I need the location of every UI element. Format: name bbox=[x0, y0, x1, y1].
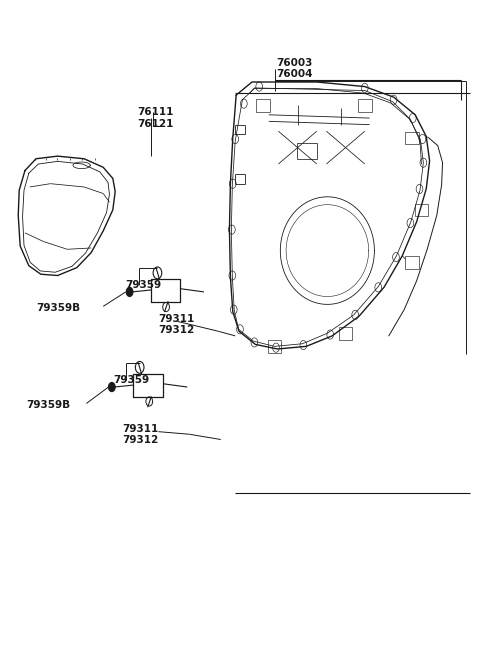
Text: 79359B: 79359B bbox=[36, 303, 80, 314]
Bar bbox=[415, 204, 428, 216]
Bar bbox=[256, 99, 270, 112]
Bar bbox=[268, 340, 281, 353]
Text: 76111
76121: 76111 76121 bbox=[137, 108, 173, 129]
Bar bbox=[339, 327, 352, 340]
Bar bbox=[405, 256, 419, 269]
Bar bbox=[358, 99, 372, 112]
Text: 79311
79312: 79311 79312 bbox=[122, 424, 159, 445]
Text: 79359: 79359 bbox=[125, 280, 161, 291]
Circle shape bbox=[126, 287, 133, 297]
Bar bbox=[405, 132, 419, 144]
Circle shape bbox=[108, 382, 115, 392]
Text: 79359: 79359 bbox=[113, 375, 149, 386]
Text: 76003
76004: 76003 76004 bbox=[276, 58, 312, 79]
Text: 79311
79312: 79311 79312 bbox=[158, 314, 195, 335]
Text: 79359B: 79359B bbox=[26, 400, 71, 411]
